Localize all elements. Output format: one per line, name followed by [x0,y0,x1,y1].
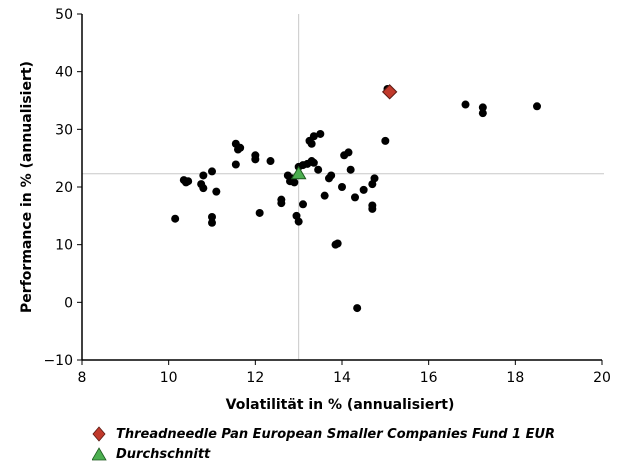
data-point [338,183,346,191]
data-point [231,160,240,169]
legend-label-average: Durchschnitt [116,446,211,462]
scatter-chart: 8 10 12 14 16 18 20 −10 0 10 20 30 40 50 Volatilität … [19,7,611,413]
x-tick-label: 8 [78,370,87,386]
x-tick-label: 16 [420,370,438,386]
crosshair [82,14,604,360]
y-tick-label: 40 [55,65,73,81]
data-point [290,178,299,187]
y-tick-label: 10 [55,238,73,254]
y-tick-label: 30 [55,122,73,138]
data-point [251,155,260,164]
legend: Threadneedle Pan European Smaller Compan… [92,424,555,464]
triangle-icon [92,447,107,461]
fund-point [381,84,398,100]
legend-label-fund: Threadneedle Pan European Smaller Compan… [116,426,556,442]
data-point [344,148,353,157]
data-point [320,191,329,200]
y-tick-label: 50 [55,7,73,23]
data-point [199,184,208,193]
data-point [359,185,368,194]
data-point [309,158,318,167]
legend-item-average: Durchschnitt [92,444,555,464]
data-point [478,103,487,112]
data-point [199,171,208,180]
legend-item-fund: Threadneedle Pan European Smaller Compan… [92,424,555,444]
data-point [381,136,390,145]
data-point [368,201,377,210]
axes [77,13,603,365]
data-point [307,139,316,148]
x-tick-label: 12 [246,370,264,386]
data-point [208,167,216,176]
data-point [461,100,470,109]
data-point [351,193,359,202]
diamond-icon [92,426,106,442]
average-point [290,165,307,180]
x-tick-label: 18 [506,370,524,386]
data-point [370,174,379,183]
tick-labels: 8 10 12 14 16 18 20 −10 0 10 20 30 40 50 [43,7,610,386]
data-point [299,200,307,209]
y-tick-label: 20 [55,180,73,196]
data-point [316,129,325,138]
data-point [255,208,264,217]
data-point [277,199,286,208]
data-point [533,102,541,111]
x-tick-label: 14 [333,370,351,386]
x-tick-label: 20 [593,370,611,386]
data-point [208,212,216,221]
data-point [478,109,487,118]
x-axis-title: Volatilität in % (annualisiert) [226,397,455,413]
data-point [327,171,336,180]
data-point [184,177,193,186]
y-axis-title: Performance in % (annualisiert) [19,61,35,313]
data-point [353,304,362,313]
data-point [266,157,275,166]
x-tick-label: 10 [160,370,178,386]
data-points [171,84,541,313]
y-tick-label: 0 [64,295,73,311]
data-point [333,239,342,248]
data-point [314,165,323,174]
data-point [212,187,221,196]
data-point [208,218,216,227]
data-point [236,143,245,152]
data-point [309,132,318,141]
data-point [171,214,180,223]
data-point [346,165,355,174]
data-point [294,217,303,226]
y-tick-label: −10 [43,353,73,369]
